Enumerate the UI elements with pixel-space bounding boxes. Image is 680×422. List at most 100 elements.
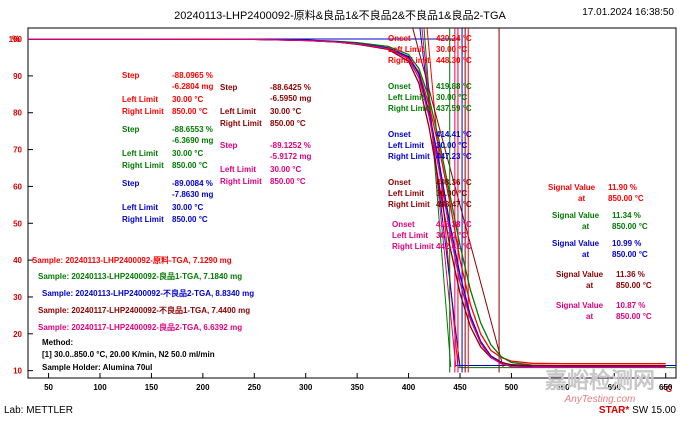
onset-value: 420.24 °C xyxy=(436,34,472,43)
onset-right-value: 442.41 °C xyxy=(436,242,472,251)
signal-label: Signal Value xyxy=(552,211,600,220)
legend-entry-2: Sample: 20240113-LHP2400092-良品1-TGA, 7.1… xyxy=(38,271,242,281)
y-tick-label: 90 xyxy=(13,72,22,81)
signal-at-value: 850.00 °C xyxy=(612,250,648,259)
signal-at-value: 850.00 °C xyxy=(608,194,644,203)
step-mass: -6.5950 mg xyxy=(270,94,311,103)
series-line-5 xyxy=(28,38,666,368)
legend-entry-3: Sample: 20240113-LHP2400092-不良品2-TGA, 8.… xyxy=(42,288,254,298)
signal-label: Signal Value xyxy=(548,183,596,192)
y-tick-label: 20 xyxy=(13,330,22,339)
right-limit-value: 850.00 °C xyxy=(270,119,306,128)
onset-left-value: 30.00 °C xyxy=(436,141,467,150)
onset-value: 408.36 °C xyxy=(436,178,472,187)
x-tick-label: 50 xyxy=(44,383,53,392)
right-limit-label: Right Limit xyxy=(220,177,262,186)
watermark-text: 嘉峪检测网 xyxy=(545,368,655,393)
signal-label: Signal Value xyxy=(556,270,604,279)
left-limit-value: 30.00 °C xyxy=(270,165,301,174)
timestamp: 17.01.2024 16:38:50 xyxy=(582,7,674,18)
x-tick-label: 600 xyxy=(608,383,622,392)
chart-header: 20240113-LHP2400092-原料&良品1&不良品2&不良品1&良品2… xyxy=(0,0,680,26)
y-tick-label: 60 xyxy=(13,182,22,191)
left-limit-label: Left Limit xyxy=(122,203,158,212)
x-tick-label: 350 xyxy=(350,383,364,392)
onset-tangent xyxy=(423,27,452,367)
step-percent: -88.0965 % xyxy=(172,71,213,80)
onset-value: 418.38 °C xyxy=(436,220,472,229)
onset-value: 419.88 °C xyxy=(436,82,472,91)
x-tick-label: 550 xyxy=(556,383,570,392)
onset-left-label: Left Limit xyxy=(388,45,424,54)
right-limit-value: 850.00 °C xyxy=(172,107,208,116)
software-version: SW 15.00 xyxy=(632,405,676,416)
software-label: STAR* SW 15.00 xyxy=(598,405,676,416)
y-tick-label: 80 xyxy=(13,109,22,118)
x-tick-label: 250 xyxy=(248,383,262,392)
step-label: Step xyxy=(122,71,139,80)
signal-at-label: at xyxy=(586,281,593,290)
step-percent: -89.1252 % xyxy=(270,141,311,150)
onset-right-value: 437.59 °C xyxy=(436,104,472,113)
watermark-subtext: AnyTesting.com xyxy=(564,394,636,405)
x-tick-label: 300 xyxy=(299,383,313,392)
step-label: Step xyxy=(122,179,139,188)
right-limit-label: Right Limit xyxy=(122,107,164,116)
onset-tangent xyxy=(426,27,459,367)
onset-right-label: Right Limit xyxy=(388,56,430,65)
right-limit-value: 850.00 °C xyxy=(172,161,208,170)
chart-title: 20240113-LHP2400092-原料&良品1&不良品2&不良品1&良品2… xyxy=(174,10,506,22)
left-limit-label: Left Limit xyxy=(122,95,158,104)
lab-label: Lab: METTLER xyxy=(4,405,73,416)
onset-label: Onset xyxy=(388,178,411,187)
onset-label: Onset xyxy=(392,220,415,229)
y-tick-label: 100 xyxy=(9,35,23,44)
x-tick-label: 450 xyxy=(453,383,467,392)
step-label: Step xyxy=(220,141,237,150)
x-axis-label: °C xyxy=(662,384,673,394)
onset-tangent xyxy=(419,27,461,368)
y-axis-label: % xyxy=(12,34,20,44)
right-limit-value: 850.00 °C xyxy=(270,177,306,186)
step-percent: -89.0084 % xyxy=(172,179,213,188)
onset-right-label: Right Limit xyxy=(392,242,434,251)
signal-value: 10.87 % xyxy=(616,301,645,310)
onset-left-label: Left Limit xyxy=(388,141,424,150)
y-tick-label: 70 xyxy=(13,146,22,155)
onset-right-value: 447.23 °C xyxy=(436,152,472,161)
step-mass: -6.2804 mg xyxy=(172,82,213,91)
onset-label: Onset xyxy=(388,130,411,139)
left-limit-value: 30.00 °C xyxy=(172,203,203,212)
onset-left-label: Left Limit xyxy=(392,231,428,240)
left-limit-value: 30.00 °C xyxy=(172,95,203,104)
x-tick-label: 100 xyxy=(93,383,107,392)
signal-value: 11.90 % xyxy=(608,183,637,192)
plot-frame xyxy=(27,27,677,379)
onset-right-label: Right Limit xyxy=(388,200,430,209)
onset-right-label: Right Limit xyxy=(388,152,430,161)
y-tick-label: 50 xyxy=(13,219,22,228)
signal-at-label: at xyxy=(586,312,593,321)
onset-right-value: 488.47 °C xyxy=(436,200,472,209)
onset-right-value: 448.30 °C xyxy=(436,56,472,65)
right-limit-label: Right Limit xyxy=(122,215,164,224)
step-label: Step xyxy=(122,125,139,134)
step-percent: -88.6425 % xyxy=(270,83,311,92)
onset-label: Onset xyxy=(388,34,411,43)
onset-tangent xyxy=(421,27,457,367)
signal-label: Signal Value xyxy=(556,301,604,310)
method-line-1: [1] 30.0..850.0 °C, 20.00 K/min, N2 50.0… xyxy=(42,350,215,359)
left-limit-value: 30.00 °C xyxy=(172,149,203,158)
x-tick-label: 150 xyxy=(145,383,159,392)
onset-right-label: Right Limit xyxy=(388,104,430,113)
signal-at-label: at xyxy=(582,250,589,259)
onset-label: Onset xyxy=(388,82,411,91)
y-tick-label: 10 xyxy=(13,367,22,376)
x-tick-label: 650 xyxy=(659,383,673,392)
right-limit-label: Right Limit xyxy=(220,119,262,128)
onset-left-value: 30.00 °C xyxy=(436,45,467,54)
x-tick-label: 200 xyxy=(196,383,210,392)
left-limit-label: Left Limit xyxy=(122,149,158,158)
legend-entry-1: Sample: 20240113-LHP2400092-原料-TGA, 7.12… xyxy=(32,255,232,265)
